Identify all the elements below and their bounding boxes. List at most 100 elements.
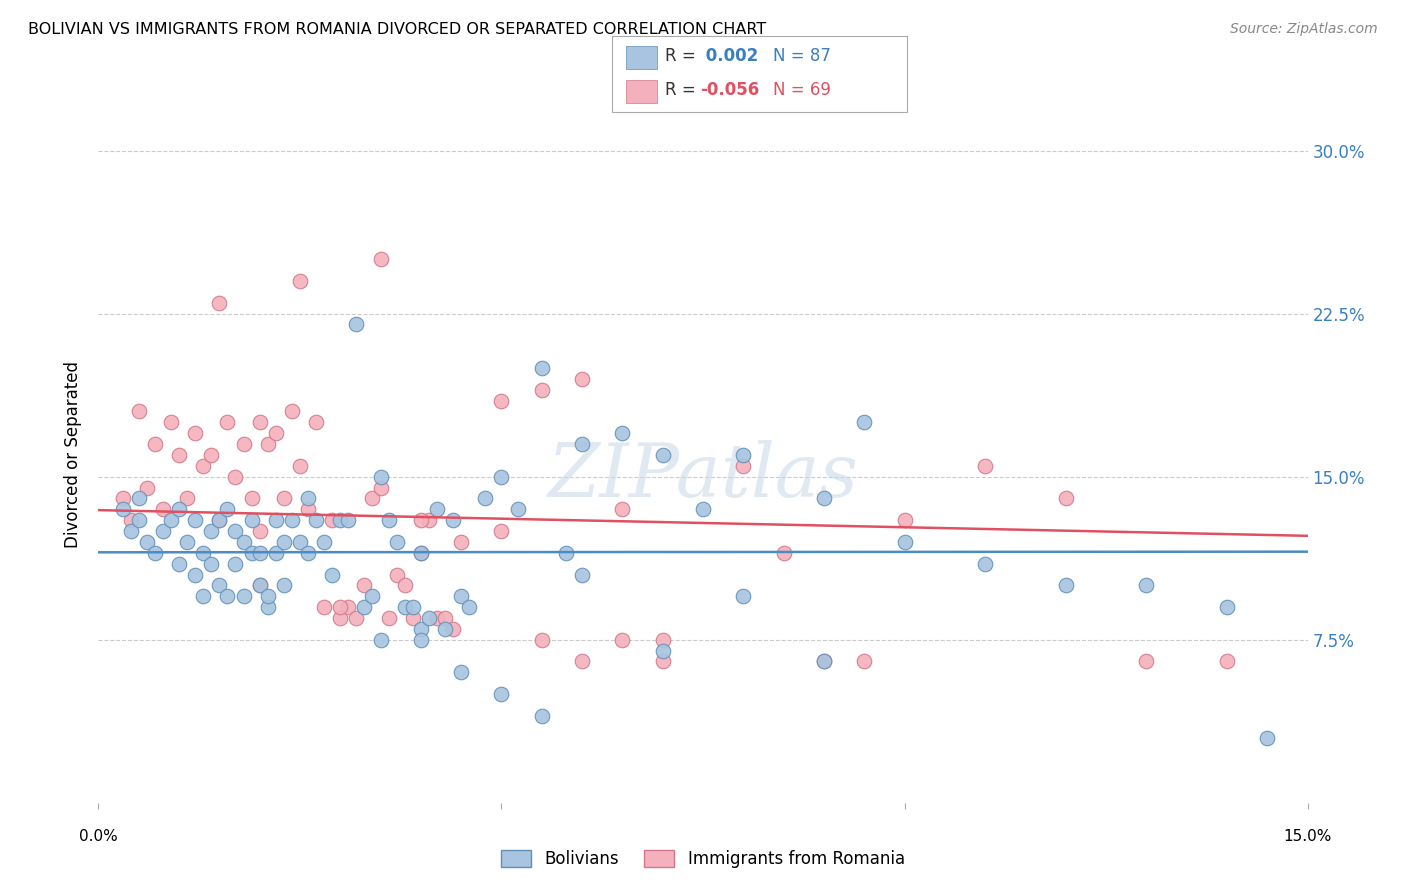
Point <box>208 513 231 527</box>
Point <box>441 513 464 527</box>
Point <box>361 589 384 603</box>
Point <box>264 513 287 527</box>
Text: 15.0%: 15.0% <box>1284 829 1331 844</box>
Point <box>1216 600 1239 615</box>
Point <box>288 535 311 549</box>
Point <box>152 502 174 516</box>
Point <box>571 437 593 451</box>
Point <box>240 546 263 560</box>
Point <box>249 524 271 538</box>
Point <box>135 481 157 495</box>
Point <box>264 426 287 441</box>
Point <box>450 535 472 549</box>
Point <box>370 469 392 483</box>
Point <box>208 295 231 310</box>
Point <box>441 622 464 636</box>
Point <box>1054 578 1077 592</box>
Point <box>232 535 254 549</box>
Point <box>506 502 529 516</box>
Point <box>394 578 416 592</box>
Point <box>264 546 287 560</box>
Point <box>152 524 174 538</box>
Point <box>491 393 513 408</box>
Point <box>434 622 457 636</box>
Point <box>208 578 231 592</box>
Text: Source: ZipAtlas.com: Source: ZipAtlas.com <box>1230 22 1378 37</box>
Point <box>394 600 416 615</box>
Point <box>370 632 392 647</box>
Point <box>193 589 215 603</box>
Point <box>305 415 328 429</box>
Point <box>281 513 304 527</box>
Point <box>450 589 472 603</box>
Point <box>288 274 311 288</box>
Point <box>692 502 714 516</box>
Point <box>409 513 432 527</box>
Point <box>571 655 593 669</box>
Point <box>377 513 399 527</box>
Point <box>370 481 392 495</box>
Point <box>329 600 352 615</box>
Point <box>853 415 876 429</box>
Point <box>530 383 553 397</box>
Point <box>651 655 673 669</box>
Point <box>305 513 328 527</box>
Point <box>974 557 997 571</box>
Point <box>733 589 755 603</box>
Point <box>240 513 263 527</box>
Point <box>612 632 634 647</box>
Point <box>111 502 134 516</box>
Point <box>281 404 304 418</box>
Point <box>377 611 399 625</box>
Point <box>409 632 432 647</box>
Point <box>1216 655 1239 669</box>
Point <box>530 360 553 375</box>
Point <box>651 643 673 657</box>
Point <box>273 578 295 592</box>
Point <box>491 469 513 483</box>
Point <box>111 491 134 506</box>
Point <box>193 458 215 473</box>
Point <box>491 687 513 701</box>
Point <box>974 458 997 473</box>
Point <box>530 708 553 723</box>
Point <box>288 458 311 473</box>
Point <box>370 252 392 267</box>
Point <box>249 415 271 429</box>
Point <box>409 546 432 560</box>
Point <box>409 622 432 636</box>
Point <box>329 513 352 527</box>
Point <box>1135 655 1157 669</box>
Point <box>853 655 876 669</box>
Point <box>167 502 190 516</box>
Point <box>167 448 190 462</box>
Point <box>321 513 343 527</box>
Point <box>314 535 336 549</box>
Point <box>474 491 496 506</box>
Point <box>143 546 166 560</box>
Point <box>232 589 254 603</box>
Point <box>232 437 254 451</box>
Point <box>184 426 207 441</box>
Point <box>651 632 673 647</box>
Point <box>160 415 183 429</box>
Point <box>402 611 425 625</box>
Point <box>813 655 835 669</box>
Point <box>256 589 278 603</box>
Legend: Bolivians, Immigrants from Romania: Bolivians, Immigrants from Romania <box>495 843 911 874</box>
Point <box>184 513 207 527</box>
Point <box>733 458 755 473</box>
Point <box>143 437 166 451</box>
Point <box>813 655 835 669</box>
Point <box>249 578 271 592</box>
Point <box>1135 578 1157 592</box>
Point <box>128 404 150 418</box>
Point <box>160 513 183 527</box>
Point <box>385 535 408 549</box>
Point <box>434 611 457 625</box>
Text: -0.056: -0.056 <box>700 81 759 99</box>
Text: R =: R = <box>665 81 702 99</box>
Point <box>450 665 472 680</box>
Point <box>193 546 215 560</box>
Point <box>813 491 835 506</box>
